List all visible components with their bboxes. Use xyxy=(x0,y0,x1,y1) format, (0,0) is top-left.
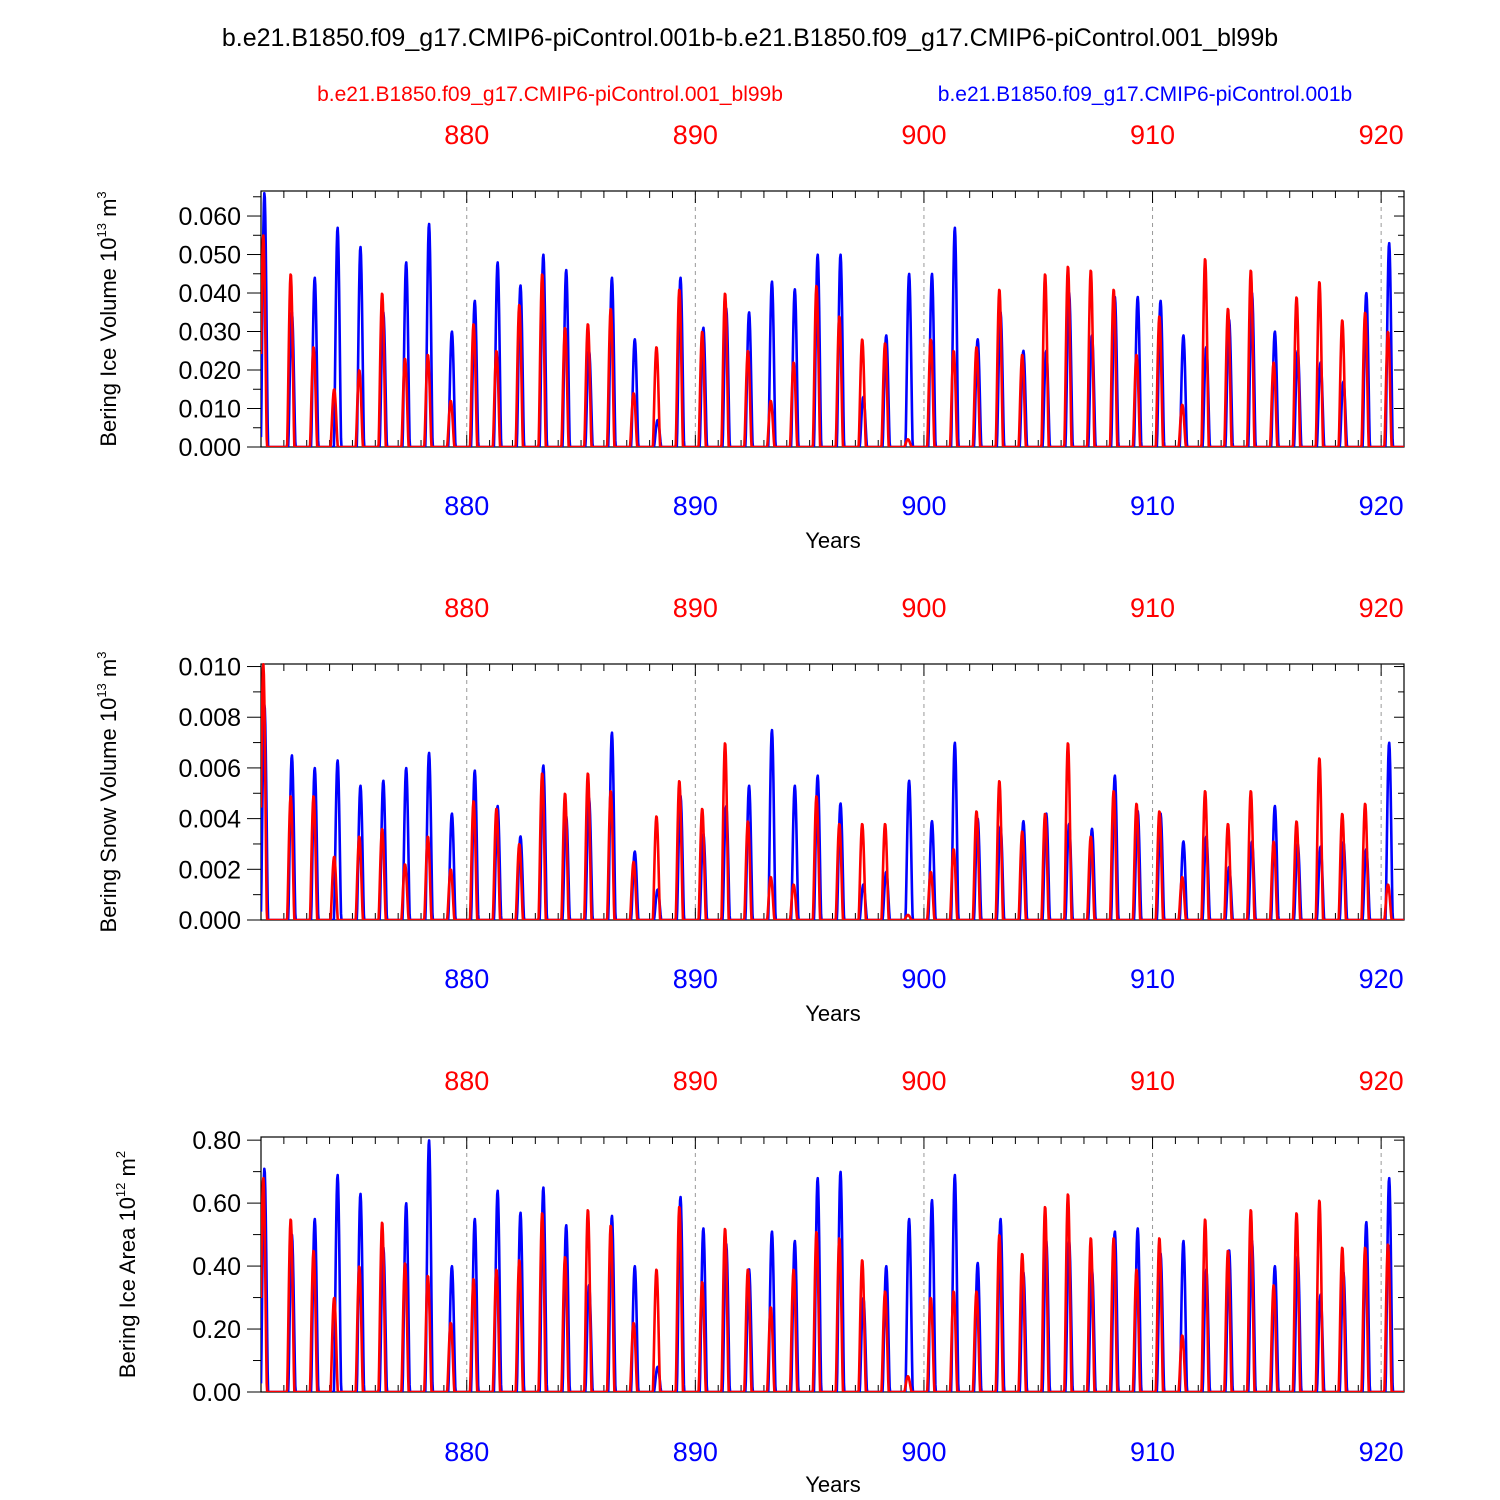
y-tick-label: 0.006 xyxy=(178,755,241,783)
x-tick-label-bottom: 890 xyxy=(673,1437,718,1467)
x-tick-label-top: 910 xyxy=(1130,1066,1175,1096)
x-tick-label-top: 900 xyxy=(901,1066,946,1096)
x-tick-label-bottom: 900 xyxy=(901,964,946,994)
y-tick-label: 0.004 xyxy=(178,806,241,834)
x-tick-label-bottom: 880 xyxy=(444,1437,489,1467)
x-tick-label-bottom: 890 xyxy=(673,491,718,521)
y-tick-label: 0.00 xyxy=(192,1379,241,1407)
x-tick-label-bottom: 920 xyxy=(1359,964,1404,994)
y-tick-label: 0.010 xyxy=(178,654,241,682)
x-tick-label-top: 890 xyxy=(673,120,718,150)
x-tick-label-bottom: 880 xyxy=(444,964,489,994)
figure-title: b.e21.B1850.f09_g17.CMIP6-piControl.001b… xyxy=(222,24,1278,52)
series-line-red xyxy=(261,663,1404,920)
x-tick-label-top: 910 xyxy=(1130,120,1175,150)
y-tick-label: 0.60 xyxy=(192,1190,241,1218)
chart-panel-2: 0.000 0.002 0.004 0.006 0.008 0.010 880 880 890 8… xyxy=(94,593,1405,1026)
x-tick-label-bottom: 910 xyxy=(1130,964,1175,994)
x-tick-label-top: 920 xyxy=(1359,593,1404,623)
x-tick-label-top: 900 xyxy=(901,593,946,623)
x-tick-label-bottom: 920 xyxy=(1359,1437,1404,1467)
y-axis-label: Bering Ice Volume 1013 m3 xyxy=(94,191,121,446)
series-line-blue xyxy=(261,703,1404,920)
series-line-red xyxy=(261,234,1404,447)
x-tick-label-bottom: 880 xyxy=(444,491,489,521)
series-line-blue xyxy=(261,191,1404,447)
series-line-red xyxy=(261,1176,1404,1392)
y-tick-label: 0.20 xyxy=(192,1316,241,1344)
y-tick-label: 0.008 xyxy=(178,704,241,732)
y-tick-label: 0.80 xyxy=(192,1127,241,1155)
x-tick-label-bottom: 900 xyxy=(901,491,946,521)
y-tick-label: 0.000 xyxy=(178,907,241,935)
x-tick-label-top: 880 xyxy=(444,120,489,150)
legend-entry-red: b.e21.B1850.f09_g17.CMIP6-piControl.001_… xyxy=(317,83,783,106)
y-tick-label: 0.050 xyxy=(178,242,241,270)
x-tick-label-bottom: 910 xyxy=(1130,1437,1175,1467)
y-tick-label: 0.040 xyxy=(178,280,241,308)
chart-panel-1: 0.000 0.010 0.020 0.030 0.040 0.050 0.060 880 88… xyxy=(94,120,1405,553)
y-tick-label: 0.002 xyxy=(178,856,241,884)
series-line-blue xyxy=(261,1139,1404,1392)
legend-entry-blue: b.e21.B1850.f09_g17.CMIP6-piControl.001b xyxy=(938,83,1352,106)
x-axis-label: Years xyxy=(805,1001,860,1026)
x-tick-label-top: 880 xyxy=(444,1066,489,1096)
x-tick-label-top: 880 xyxy=(444,593,489,623)
chart-panels: 0.000 0.010 0.020 0.030 0.040 0.050 0.060 880 88… xyxy=(94,120,1405,1497)
x-axis-label: Years xyxy=(805,1472,860,1497)
y-axis-label: Bering Ice Area 1012 m2 xyxy=(113,1151,140,1378)
y-tick-label: 0.030 xyxy=(178,319,241,347)
x-tick-label-bottom: 900 xyxy=(901,1437,946,1467)
x-axis-label: Years xyxy=(805,528,860,553)
x-tick-label-top: 910 xyxy=(1130,593,1175,623)
y-tick-label: 0.060 xyxy=(178,203,241,231)
y-tick-label: 0.000 xyxy=(178,434,241,462)
y-axis-label: Bering Snow Volume 1013 m3 xyxy=(94,652,121,933)
x-tick-label-top: 890 xyxy=(673,593,718,623)
chart-panel-3: 0.00 0.20 0.40 0.60 0.80 880 880 890 890 900 900 91… xyxy=(113,1066,1405,1497)
x-tick-label-top: 920 xyxy=(1359,1066,1404,1096)
x-tick-label-top: 900 xyxy=(901,120,946,150)
y-tick-label: 0.40 xyxy=(192,1253,241,1281)
x-tick-label-bottom: 890 xyxy=(673,964,718,994)
y-tick-label: 0.020 xyxy=(178,357,241,385)
y-tick-label: 0.010 xyxy=(178,396,241,424)
x-tick-label-top: 890 xyxy=(673,1066,718,1096)
x-tick-label-bottom: 920 xyxy=(1359,491,1404,521)
x-tick-label-top: 920 xyxy=(1359,120,1404,150)
x-tick-label-bottom: 910 xyxy=(1130,491,1175,521)
